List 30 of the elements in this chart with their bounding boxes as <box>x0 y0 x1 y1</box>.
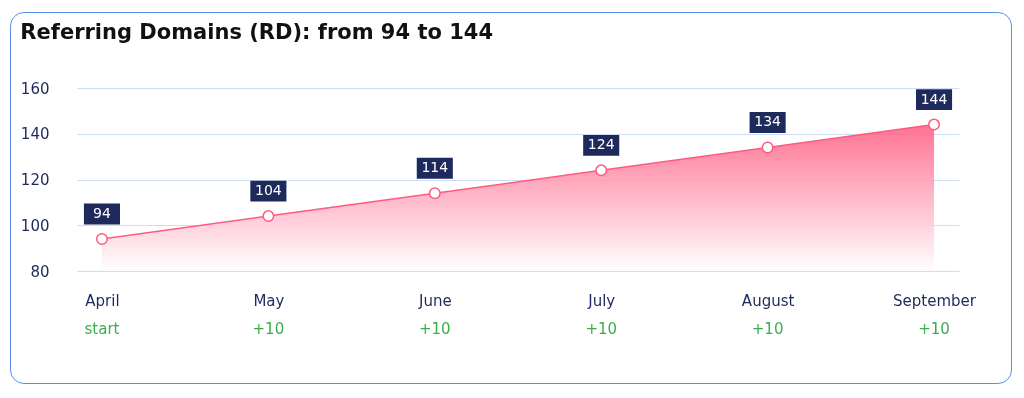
x-tick-label: July <box>587 291 616 310</box>
data-label: 134 <box>754 113 782 130</box>
data-label: 94 <box>93 204 111 221</box>
point <box>428 187 441 200</box>
point <box>761 141 774 154</box>
data-label: 144 <box>920 90 948 107</box>
y-tick-label: 80 <box>30 262 50 281</box>
chart-title: Referring Domains (RD): from 94 to 144 <box>20 20 494 44</box>
y-tick-label: 120 <box>20 171 50 189</box>
text: +10 <box>918 320 950 338</box>
x-tick-label: June <box>417 291 452 310</box>
data-label: 104 <box>255 182 282 199</box>
text: +10 <box>418 320 451 338</box>
x-tick-label: April <box>85 291 120 310</box>
x-tick-label: August <box>741 291 795 310</box>
text: +10 <box>252 320 285 338</box>
x-tick-label: May <box>253 291 285 310</box>
point <box>928 118 941 131</box>
text: start <box>84 320 120 338</box>
y-tick-label: 140 <box>20 125 50 144</box>
point <box>95 232 108 245</box>
point <box>595 164 608 177</box>
data-label: 124 <box>587 136 615 153</box>
y-tick-label: 160 <box>20 79 50 98</box>
text: +10 <box>751 320 784 338</box>
y-tick-label: 100 <box>20 216 50 235</box>
x-tick-label: September <box>893 291 977 310</box>
text: +10 <box>585 320 618 338</box>
data-label: 114 <box>421 159 449 176</box>
point <box>262 210 275 223</box>
